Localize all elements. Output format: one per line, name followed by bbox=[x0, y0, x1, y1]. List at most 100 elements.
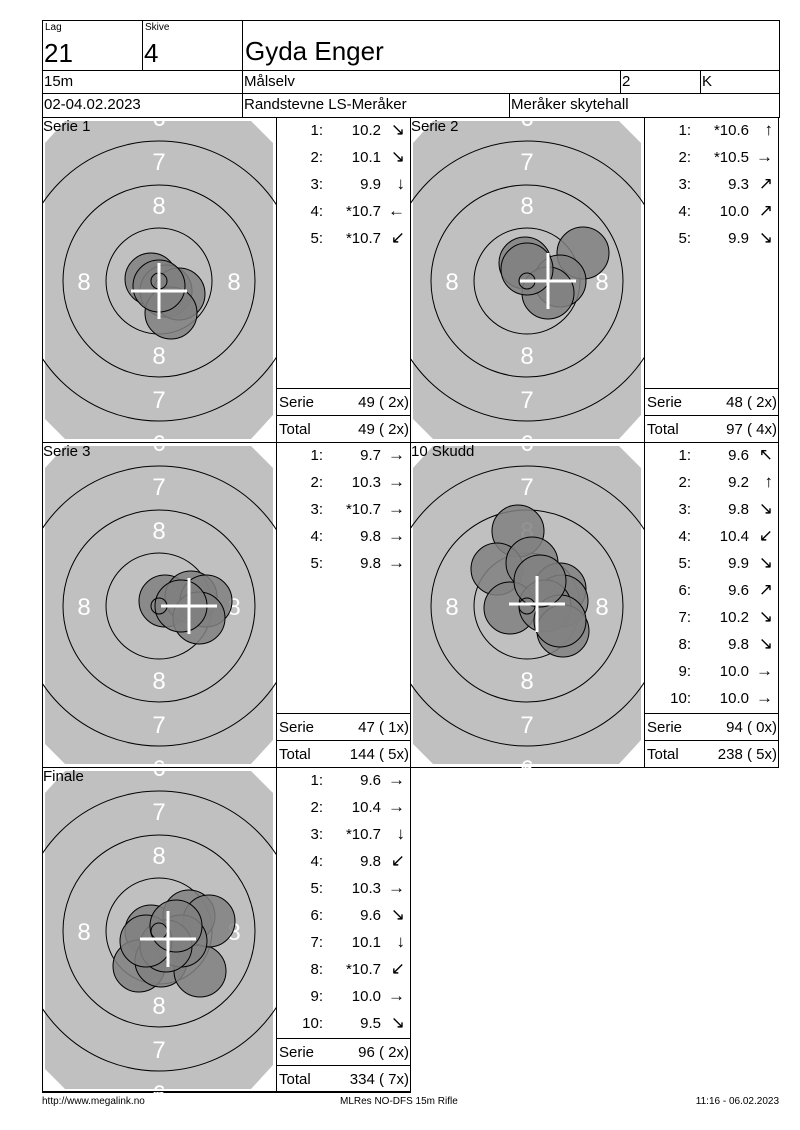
ring-label: 8 bbox=[152, 668, 165, 695]
shot-number: 1: bbox=[678, 122, 691, 139]
shot-score: 10.3 bbox=[351, 474, 381, 491]
ring-label: 6 bbox=[152, 118, 165, 132]
shot-hole bbox=[149, 899, 203, 953]
ring-label: 6 bbox=[520, 431, 533, 443]
shot-score: 9.9 bbox=[728, 555, 749, 572]
footer-url[interactable]: http://www.megalink.no bbox=[42, 1096, 145, 1107]
direction-arrow-icon: → bbox=[388, 797, 405, 816]
panel-title: Serie 3 bbox=[43, 443, 91, 460]
direction-arrow-icon: → bbox=[388, 472, 405, 491]
target-ring bbox=[43, 140, 276, 422]
ring-label: 8 bbox=[152, 193, 165, 220]
direction-arrow-icon: ↘ bbox=[390, 1013, 405, 1032]
direction-arrow-icon: ↘ bbox=[758, 553, 773, 572]
total-label: Total bbox=[647, 421, 679, 438]
shot-row: 1: *10.6 ↑ bbox=[645, 118, 779, 145]
class-number: 2 bbox=[622, 73, 631, 90]
score-list: 1: 9.7 → 2: 10.3 → 3: *10.7 → 4: 9.8 → 5: 9.8 → Serie 47… bbox=[277, 443, 411, 768]
shot-number: 2: bbox=[678, 474, 691, 491]
total-sum-row: Total 144 ( 5x) bbox=[277, 740, 411, 767]
score-list: 1: 10.2 ↘ 2: 10.1 ↘ 3: 9.9 ↓ 4: *10.7 ← 5: *10.7 ↙ Seri… bbox=[277, 118, 411, 443]
shot-score: 9.6 bbox=[360, 907, 381, 924]
target-image: 67888876 bbox=[43, 443, 276, 768]
shot-row: 6: 9.6 ↗ bbox=[645, 578, 779, 605]
direction-arrow-icon: ↑ bbox=[764, 120, 774, 139]
ring-label: 8 bbox=[445, 269, 458, 296]
ring-label: 6 bbox=[152, 768, 165, 782]
shot-row: 9: 10.0 → bbox=[277, 984, 411, 1011]
ring-label: 8 bbox=[520, 193, 533, 220]
lag-value: 21 bbox=[44, 38, 73, 68]
shot-row: 8: *10.7 ↙ bbox=[277, 957, 411, 984]
total-value: 49 ( 2x) bbox=[358, 421, 409, 438]
target-view: 6 7 8 8 8 8 7 6 Serie 1 bbox=[43, 118, 277, 443]
ring-label: 7 bbox=[520, 387, 533, 414]
shot-number: 9: bbox=[678, 663, 691, 680]
direction-arrow-icon: → bbox=[388, 878, 405, 897]
shot-score: 9.3 bbox=[728, 176, 749, 193]
series-panel: 67888876Serie 31:9.7→2:10.3→3:*10.7→4:9.… bbox=[42, 442, 411, 768]
ring-label: 8 bbox=[520, 668, 533, 695]
total-value: 144 ( 5x) bbox=[349, 746, 409, 763]
series-panel: 67888876Serie 21:*10.6↑2:*10.5→3:9.3↗4:1… bbox=[410, 117, 779, 443]
shot-row: 2: 10.1 ↘ bbox=[277, 145, 411, 172]
shot-score: 9.6 bbox=[728, 582, 749, 599]
direction-arrow-icon: ↑ bbox=[764, 472, 774, 491]
shot-score: *10.6 bbox=[713, 122, 749, 139]
shot-number: 8: bbox=[678, 636, 691, 653]
shot-hole bbox=[513, 554, 567, 608]
shot-score: *10.7 bbox=[345, 961, 381, 978]
ring-label: 6 bbox=[520, 443, 533, 457]
direction-arrow-icon: ↘ bbox=[390, 120, 405, 139]
shot-number: 5: bbox=[310, 230, 323, 247]
shot-score: *10.7 bbox=[345, 230, 381, 247]
shooter-name-cell: Gyda Enger bbox=[242, 20, 780, 71]
direction-arrow-icon: ↘ bbox=[758, 634, 773, 653]
ring-label: 6 bbox=[520, 118, 533, 132]
ring-label: 7 bbox=[152, 712, 165, 739]
ring-label: 7 bbox=[520, 149, 533, 176]
shot-score: 10.0 bbox=[351, 988, 381, 1005]
ring-label: 7 bbox=[152, 149, 165, 176]
direction-arrow-icon: → bbox=[388, 770, 405, 789]
center-ring bbox=[518, 597, 536, 615]
date: 02-04.02.2023 bbox=[44, 96, 141, 113]
direction-arrow-icon: ↙ bbox=[390, 228, 405, 247]
serie-label: Serie bbox=[647, 719, 683, 736]
serie-value: 49 ( 2x) bbox=[358, 394, 409, 411]
ring-label: 7 bbox=[520, 474, 533, 501]
shot-number: 10: bbox=[302, 1015, 323, 1032]
shot-score: 10.1 bbox=[351, 149, 381, 166]
panel-title: Serie 1 bbox=[43, 118, 91, 135]
shot-number: 6: bbox=[310, 907, 323, 924]
footer-timestamp: 11:16 - 06.02.2023 bbox=[695, 1096, 779, 1107]
shot-score: 9.9 bbox=[360, 176, 381, 193]
total-value: 334 ( 7x) bbox=[349, 1071, 409, 1088]
serie-sum-row: Serie 94 ( 0x) bbox=[645, 713, 779, 740]
shot-score: 10.0 bbox=[719, 663, 749, 680]
target-ring bbox=[430, 184, 624, 378]
shot-row: 1: 9.6 ↖ bbox=[645, 443, 779, 470]
total-sum-row: Total 97 ( 4x) bbox=[645, 415, 779, 442]
total-sum-row: Total 49 ( 2x) bbox=[277, 415, 411, 442]
shot-row: 2: 9.2 ↑ bbox=[645, 470, 779, 497]
shot-number: 4: bbox=[310, 853, 323, 870]
shot-row: 9: 10.0 → bbox=[645, 659, 779, 686]
shot-score: *10.7 bbox=[345, 203, 381, 220]
shot-number: 10: bbox=[670, 690, 691, 707]
shot-row: 3: 9.9 ↓ bbox=[277, 172, 411, 199]
direction-arrow-icon: ↘ bbox=[758, 499, 773, 518]
serie-value: 48 ( 2x) bbox=[726, 394, 777, 411]
shot-score: 9.8 bbox=[360, 853, 381, 870]
shot-row: 3: *10.7 ↓ bbox=[277, 822, 411, 849]
direction-arrow-icon: → bbox=[388, 445, 405, 464]
shot-row: 4: 9.8 ↙ bbox=[277, 849, 411, 876]
panel-title: 10 Skudd bbox=[411, 443, 475, 460]
distance: 15m bbox=[44, 73, 74, 90]
target-view: 6788887610 Skudd bbox=[411, 443, 645, 768]
target-ring bbox=[43, 465, 276, 747]
ring-label: 6 bbox=[520, 756, 533, 768]
direction-arrow-icon: ↗ bbox=[758, 201, 773, 220]
direction-arrow-icon: → bbox=[388, 986, 405, 1005]
serie-label: Serie bbox=[279, 719, 315, 736]
